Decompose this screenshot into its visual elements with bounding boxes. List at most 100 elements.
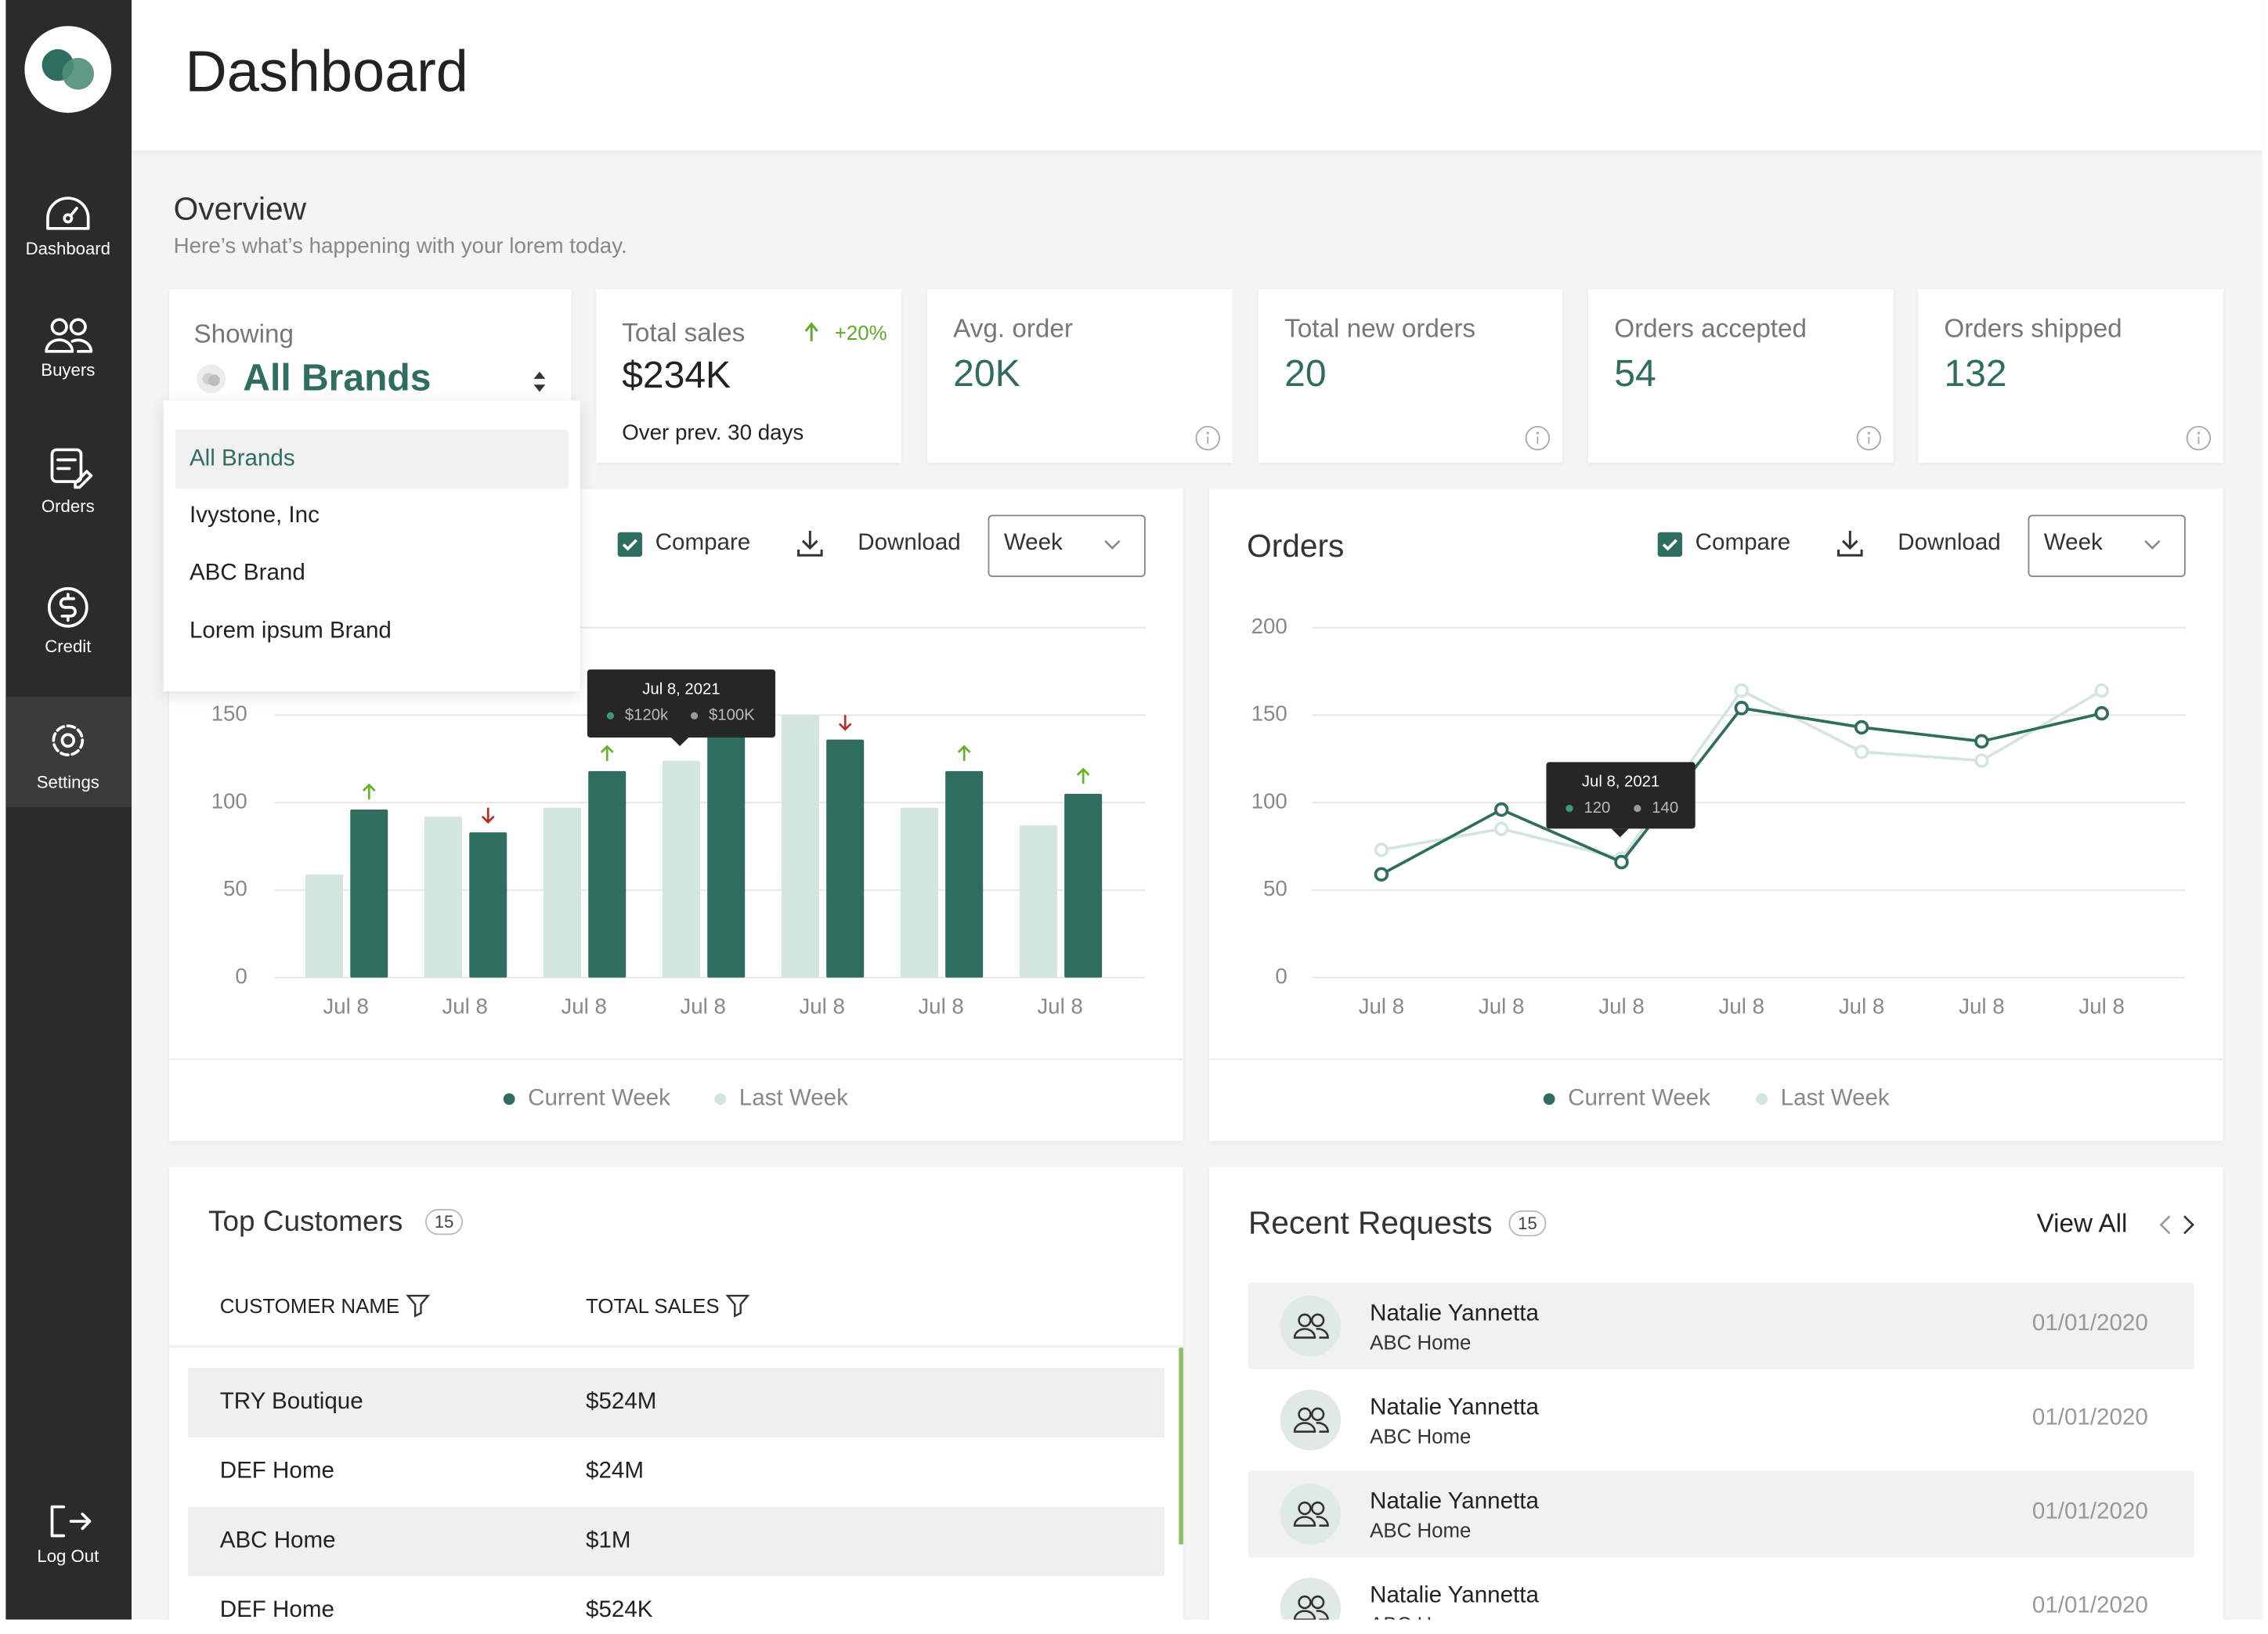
icon-part xyxy=(1206,431,1209,435)
dropdown-option[interactable]: ABC Brand xyxy=(189,561,305,586)
avatar xyxy=(1280,1389,1342,1451)
icon-part xyxy=(1310,1313,1325,1327)
icon-part xyxy=(1293,1595,1329,1621)
nav-item[interactable] xyxy=(5,305,132,404)
icon-part xyxy=(1525,425,1551,451)
logout-label: Log Out xyxy=(37,1546,99,1566)
info-icon[interactable] xyxy=(1525,425,1551,451)
prev-button[interactable] xyxy=(2159,1214,2172,1235)
chart-card xyxy=(1209,489,2223,1142)
download-icon[interactable] xyxy=(1837,529,1863,558)
table-cell: $1M xyxy=(586,1529,631,1554)
icon-part xyxy=(2159,1215,2171,1235)
dropdown-option[interactable]: Ivystone, Inc xyxy=(189,503,320,528)
icon-part xyxy=(1298,1595,1312,1610)
stat-value: 54 xyxy=(1614,352,1656,395)
compare-checkbox[interactable] xyxy=(617,532,643,557)
nav-label: Orders xyxy=(41,496,95,517)
filter-icon[interactable] xyxy=(725,1294,750,1318)
request-name: Natalie Yannetta xyxy=(1370,1302,1539,1327)
next-button[interactable] xyxy=(2183,1214,2194,1235)
table-row-bg xyxy=(188,1506,1165,1577)
period-select[interactable] xyxy=(988,514,1146,577)
icon-part xyxy=(1298,1501,1312,1516)
table-cell: DEF Home xyxy=(219,1598,334,1624)
icon-part xyxy=(1310,1595,1325,1610)
stat-label: Avg. order xyxy=(953,314,1073,344)
request-company: ABC Home xyxy=(1370,1329,1472,1354)
request-company: ABC Home xyxy=(1370,1423,1472,1448)
count-badge xyxy=(1508,1210,1547,1237)
sort-icon[interactable] xyxy=(533,370,547,394)
dropdown-option[interactable]: All Brands xyxy=(189,447,295,472)
compare-label[interactable]: Compare xyxy=(1695,531,1791,556)
table-cell: ABC Home xyxy=(219,1529,336,1554)
icon-part xyxy=(1104,539,1121,550)
total-sales-card xyxy=(595,289,901,464)
chart-card xyxy=(169,489,1183,1142)
icon-part xyxy=(1867,431,1870,435)
icon-part xyxy=(1298,1407,1312,1422)
info-icon[interactable] xyxy=(2186,425,2212,451)
nav-item[interactable] xyxy=(5,717,132,816)
icon-part xyxy=(1536,431,1540,435)
icon-part xyxy=(1280,1389,1342,1451)
view-all-link[interactable]: View All xyxy=(2036,1209,2128,1239)
chevron-icon xyxy=(2144,539,2161,550)
download-label[interactable]: Download xyxy=(858,531,961,556)
count-label: 15 xyxy=(434,1211,454,1232)
request-name: Natalie Yannetta xyxy=(1370,1490,1539,1515)
stat-value: 132 xyxy=(1944,352,2007,395)
icon-part xyxy=(533,371,546,392)
request-name: Natalie Yannetta xyxy=(1370,1584,1539,1609)
icon-part xyxy=(1856,425,1882,451)
stat-label: Orders shipped xyxy=(1944,314,2122,344)
chevron-icon xyxy=(1104,539,1121,550)
section-title: Top Customers xyxy=(208,1206,403,1239)
stat-label: Total new orders xyxy=(1284,314,1476,344)
avatar xyxy=(1280,1484,1342,1545)
table-cell: DEF Home xyxy=(219,1459,334,1484)
download-icon[interactable] xyxy=(797,529,823,558)
dropdown-option[interactable]: Lorem ipsum Brand xyxy=(189,619,392,644)
icon-part xyxy=(1662,539,1678,551)
info-icon[interactable] xyxy=(1856,425,1882,451)
brand-icon xyxy=(197,364,226,394)
nav-item[interactable] xyxy=(5,581,132,680)
icon-part xyxy=(1657,532,1683,557)
column-header: CUSTOMER NAME xyxy=(219,1293,400,1317)
table-cell: $524K xyxy=(586,1598,653,1624)
table-cell: $24M xyxy=(586,1459,644,1484)
icon-part xyxy=(1280,1295,1342,1357)
stat-label: Total sales xyxy=(622,318,746,348)
download-label[interactable]: Download xyxy=(1898,531,2001,556)
compare-checkbox[interactable] xyxy=(1657,532,1683,557)
request-row-bg xyxy=(1248,1470,2194,1558)
stat-value: $234K xyxy=(622,353,731,397)
nav-item[interactable] xyxy=(5,441,132,539)
stat-card xyxy=(1918,289,2223,464)
icon-part xyxy=(1310,1501,1325,1516)
info-icon[interactable] xyxy=(1195,425,1221,451)
stat-card xyxy=(1258,289,1562,464)
icon-part xyxy=(1293,1501,1329,1527)
brand-filter-selected[interactable]: All Brands xyxy=(243,356,432,400)
stat-card xyxy=(1588,289,1894,464)
request-date: 01/01/2020 xyxy=(2031,1311,2148,1337)
stat-value: 20K xyxy=(953,352,1020,395)
request-date: 01/01/2020 xyxy=(2031,1594,2148,1619)
compare-label[interactable]: Compare xyxy=(655,531,751,556)
period-select[interactable] xyxy=(2028,514,2186,577)
icon-part xyxy=(1293,1407,1329,1433)
stat-card xyxy=(926,289,1233,464)
filter-icon[interactable] xyxy=(406,1294,431,1318)
count-label: 15 xyxy=(1518,1213,1537,1234)
nav-item[interactable] xyxy=(5,184,132,283)
nav-label: Buyers xyxy=(41,359,96,381)
overview-subtitle: Here’s what’s happening with your lorem … xyxy=(173,234,627,259)
request-date: 01/01/2020 xyxy=(2031,1406,2148,1431)
icon-part xyxy=(617,532,643,557)
stat-label: Orders accepted xyxy=(1614,314,1808,344)
icon-part xyxy=(1293,1422,1329,1433)
